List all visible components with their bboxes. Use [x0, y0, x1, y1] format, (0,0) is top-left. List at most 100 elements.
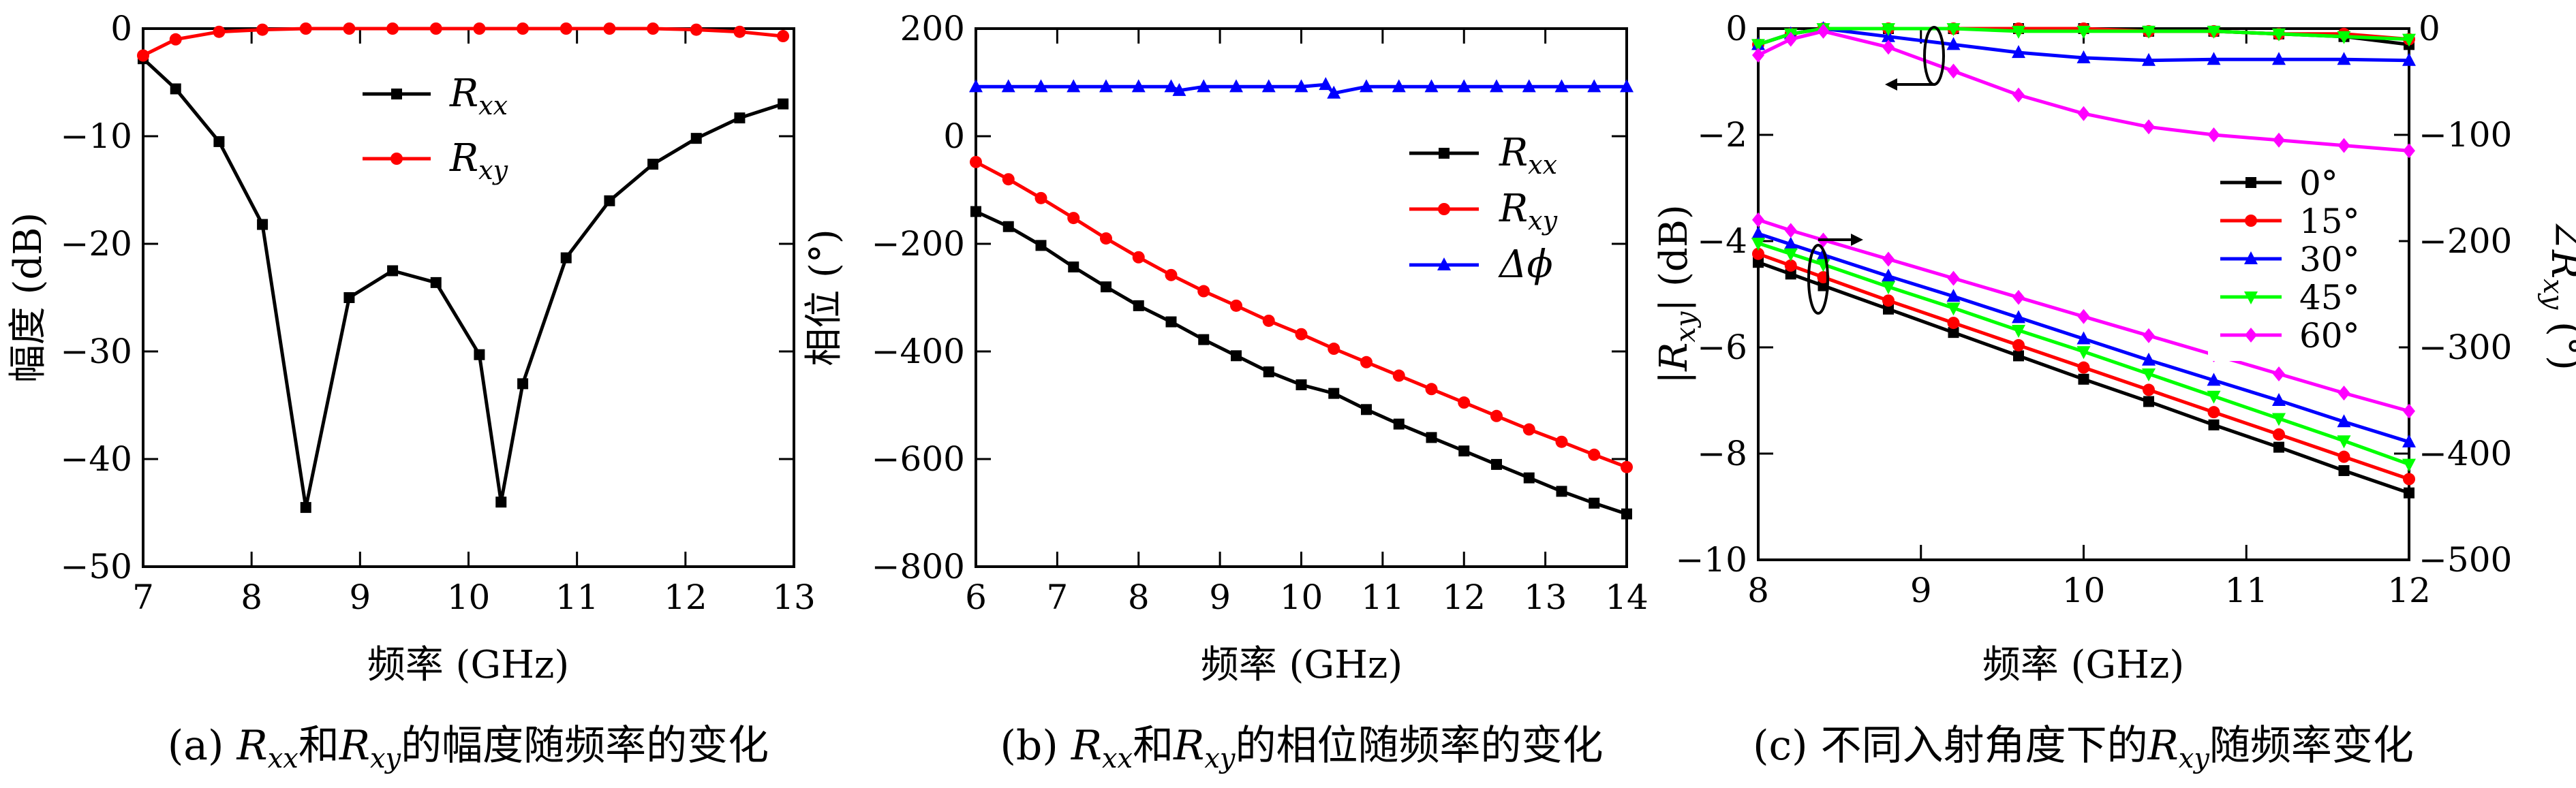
- legend-marker: [2244, 291, 2258, 304]
- y-tick-label: −6: [1697, 328, 1747, 367]
- legend-marker: [2245, 177, 2256, 188]
- series-0-marker: [1101, 281, 1111, 293]
- x-tick-label: 9: [1910, 571, 1932, 610]
- series-rxx-marker: [387, 265, 399, 277]
- legend-label-rxy: Rxy: [449, 136, 508, 185]
- series-0-phase-marker: [1948, 327, 1959, 338]
- series-2-marker: [1261, 79, 1276, 93]
- series-4-phase-marker: [2273, 366, 2285, 381]
- series-rxx-marker: [474, 349, 485, 360]
- x-tick-label: 14: [1605, 578, 1649, 617]
- series-rxy-marker: [517, 22, 530, 35]
- series-2-phase-marker: [2142, 352, 2156, 366]
- series-2-marker: [1620, 79, 1634, 93]
- series-3-phase-marker: [2207, 390, 2221, 404]
- caption-a-rxx-subscript: xx: [268, 743, 298, 774]
- series-2-marker: [1197, 79, 1211, 93]
- x-tick-label: 9: [1209, 578, 1231, 617]
- magnitude-axis-indicator-ellipse: [1923, 26, 1945, 86]
- legend-label-2: 30°: [2299, 240, 2360, 279]
- left-arrow-icon: [1885, 78, 1897, 91]
- series-0-marker: [1393, 418, 1405, 430]
- series-rxy-marker: [386, 22, 399, 35]
- x-tick-label: 9: [349, 578, 371, 617]
- series-1-phase-marker: [2337, 450, 2350, 463]
- series-1-phase-marker: [2012, 338, 2025, 351]
- caption-c-rxy-subscript: xy: [2179, 743, 2211, 774]
- legend-marker: [391, 89, 402, 99]
- series-2-magnitude-marker: [2012, 45, 2025, 59]
- panel-b-caption: (b) Rxx和Rxy的相位随频率的变化: [1000, 722, 1604, 774]
- x-tick-label: 7: [1046, 578, 1068, 617]
- series-4-magnitude-marker: [2143, 119, 2155, 135]
- series-1-phase-marker: [1882, 294, 1895, 307]
- legend-marker: [2245, 215, 2257, 227]
- phase-axis-indicator-ellipse: [1807, 244, 1829, 315]
- caption-b-rxx-subscript: xx: [1102, 743, 1133, 774]
- series-2-marker: [1319, 77, 1333, 91]
- series-2-magnitude-marker: [2337, 52, 2351, 65]
- series-2-marker: [1294, 79, 1308, 93]
- legend-marker: [1438, 203, 1450, 215]
- series-2-magnitude-marker: [2272, 52, 2286, 65]
- series-4-magnitude-marker: [2077, 106, 2090, 121]
- series-3-magnitude-marker: [1882, 23, 1895, 36]
- series-2-phase-marker: [1882, 268, 1895, 282]
- series-0-marker: [1523, 472, 1535, 484]
- series-1-marker: [1360, 356, 1373, 368]
- legend-marker: [2244, 251, 2258, 264]
- series-rxy-marker: [559, 22, 572, 35]
- panel-a-caption: (a) Rxx和Rxy的幅度随频率的变化: [168, 722, 769, 774]
- caption-b-conjunction: 和: [1133, 722, 1174, 770]
- series-0-marker: [1263, 366, 1274, 378]
- legend-marker: [390, 153, 403, 165]
- x-tick-label: 10: [447, 578, 491, 617]
- series-3-magnitude-marker: [1946, 23, 1961, 36]
- series-1-phase-marker: [1752, 247, 1764, 260]
- series-2-marker: [1034, 79, 1048, 93]
- series-3-magnitude-marker: [2076, 25, 2091, 39]
- series-4-phase-marker: [1752, 212, 1764, 227]
- series-3-phase-marker: [2272, 413, 2286, 426]
- series-1-phase-marker: [2273, 428, 2285, 441]
- series-4-magnitude-marker: [1947, 63, 1960, 79]
- right-arrow-icon: [1851, 234, 1863, 246]
- x-tick-label: 11: [2224, 571, 2268, 610]
- panel-c-caption: (c) 不同入射角度下的Rxy随频率变化: [1753, 722, 2414, 774]
- series-2-phase-marker: [2012, 310, 2025, 324]
- series-1-marker: [1392, 369, 1405, 382]
- panel-b-y-axis-label: 相位 (°): [802, 229, 846, 366]
- series-rxy-marker: [169, 33, 182, 46]
- series-3-magnitude-marker: [1751, 39, 1765, 52]
- series-3-phase-marker: [2142, 368, 2156, 381]
- series-1-marker: [1490, 409, 1503, 422]
- series-2-magnitude-marker: [2207, 52, 2221, 65]
- series-1-marker: [1555, 435, 1568, 448]
- legend-label-1: Rxy: [1499, 187, 1558, 236]
- series-1-marker: [1197, 285, 1210, 298]
- series-4-magnitude-marker: [1817, 23, 1830, 39]
- series-rxy-marker: [213, 25, 226, 38]
- series-1-marker: [1230, 299, 1242, 312]
- series-rxx-marker: [690, 133, 702, 144]
- series-0-phase-marker: [1753, 257, 1764, 268]
- series-rxy-marker: [777, 30, 790, 43]
- y-tick-label: −40: [60, 439, 132, 479]
- series-1-phase-marker: [2143, 383, 2155, 396]
- x-tick-label: 8: [1747, 571, 1769, 610]
- series-1-marker: [1100, 232, 1112, 245]
- y-tick-label: −4: [1697, 221, 1747, 261]
- series-1-marker: [1621, 460, 1633, 473]
- y-tick-label: −50: [60, 547, 132, 586]
- series-rxx-marker: [647, 159, 659, 170]
- y-tick-label: −30: [60, 332, 132, 371]
- series-2-marker: [1229, 79, 1243, 93]
- series-4-magnitude-marker: [2337, 138, 2350, 153]
- series-2-marker: [1522, 79, 1536, 93]
- series-rxx-marker: [778, 98, 789, 110]
- series-rxx-marker: [604, 195, 615, 206]
- x-tick-label: 6: [965, 578, 987, 617]
- series-3-phase-marker: [1751, 238, 1765, 251]
- x-tick-label: 13: [772, 578, 816, 617]
- y-right-tick-label: 0: [2419, 9, 2440, 48]
